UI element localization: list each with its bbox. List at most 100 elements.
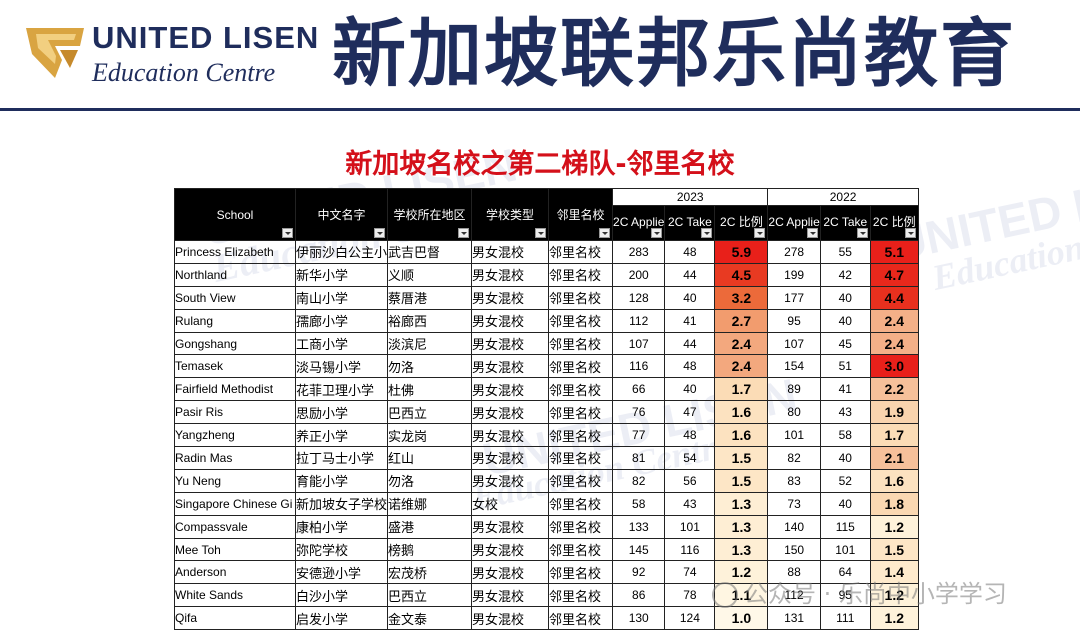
taken-2023-cell: 124 <box>664 606 716 631</box>
region-cell: 杜佛 <box>387 377 473 402</box>
applied-2023-cell: 112 <box>612 308 666 333</box>
ratio-2022-cell: 1.5 <box>869 537 919 562</box>
region-cell: 勿洛 <box>387 354 473 379</box>
school-cell: Mee Toh <box>174 537 296 562</box>
ratio-2023-cell: 4.5 <box>714 262 769 287</box>
ratio-2022-cell: 1.8 <box>869 491 919 516</box>
school-cell: Pasir Ris <box>174 400 296 425</box>
wechat-icon <box>712 582 738 608</box>
school-cell: Compassvale <box>174 514 296 539</box>
table-row: Northland 新华小学 义顺 男女混校 邻里名校 200 44 4.5 199 42 4.7 <box>174 262 919 287</box>
region-cell: 勿洛 <box>387 468 473 493</box>
ratio-2023-cell: 1.0 <box>714 606 769 631</box>
taken-2022-cell: 115 <box>819 514 871 539</box>
ratio-2022-cell: 5.1 <box>869 240 919 264</box>
taken-2023-cell: 48 <box>664 423 716 448</box>
filter-dropdown-icon[interactable] <box>754 228 766 238</box>
bottom-watermark: 公众号 · 乐尚中小学学习 <box>712 574 1007 609</box>
type-cell: 男女混校 <box>471 583 550 608</box>
filter-dropdown-icon[interactable] <box>458 228 470 238</box>
taken-2022-cell: 51 <box>819 354 871 379</box>
ratio-2023-cell: 1.2 <box>714 560 769 585</box>
ratio-2023-cell: 1.3 <box>714 491 769 516</box>
taken-2023-cell: 78 <box>664 583 716 608</box>
category-cell: 邻里名校 <box>548 491 614 516</box>
taken-2023-cell: 48 <box>664 240 716 264</box>
logo: UNITED LISEN Education Centre <box>22 14 318 94</box>
cn-name-cell: 育能小学 <box>294 468 389 493</box>
watermark-subtitle: Education Centre <box>928 204 1080 298</box>
region-cell: 盛港 <box>387 514 473 539</box>
schools-table: School 中文名字 学校所在地区 学校类型 邻里名校 2023 2022 2… <box>174 188 919 631</box>
table-row: Fairfield Methodist 花菲卫理小学 杜佛 男女混校 邻里名校 66 40 1… <box>174 377 919 402</box>
applied-2023-cell: 81 <box>612 446 666 470</box>
taken-2023-cell: 44 <box>664 262 716 287</box>
category-cell: 邻里名校 <box>548 285 614 310</box>
applied-2023-cell: 200 <box>612 262 666 287</box>
applied-2022-cell: 140 <box>767 514 821 539</box>
table-row: Pasir Ris 思励小学 巴西立 男女混校 邻里名校 76 47 1.6 80 43 1.9 <box>174 400 919 425</box>
ratio-2022-cell: 1.2 <box>869 514 919 539</box>
filter-dropdown-icon[interactable] <box>374 228 386 238</box>
header-divider <box>0 108 1080 111</box>
cn-name-cell: 弥陀学校 <box>294 537 389 562</box>
taken-2022-cell: 40 <box>819 491 871 516</box>
cn-name-cell: 启发小学 <box>294 606 389 631</box>
filter-dropdown-icon[interactable] <box>651 228 663 238</box>
taken-2022-cell: 45 <box>819 331 871 356</box>
table-row: Singapore Chinese Gi 新加坡女子学校 诺维娜 女校 邻里名校 58 43… <box>174 491 919 516</box>
applied-2022-cell: 107 <box>767 331 821 356</box>
header-ratio-2023: 2C 比例 <box>714 205 769 241</box>
school-cell: Rulang <box>174 308 296 333</box>
region-cell: 巴西立 <box>387 400 473 425</box>
applied-2022-cell: 177 <box>767 285 821 310</box>
applied-2023-cell: 58 <box>612 491 666 516</box>
category-cell: 邻里名校 <box>548 423 614 448</box>
filter-dropdown-icon[interactable] <box>282 228 293 238</box>
type-cell: 男女混校 <box>471 468 550 493</box>
ratio-2022-cell: 1.6 <box>869 468 919 493</box>
applied-2022-cell: 154 <box>767 354 821 379</box>
region-cell: 巴西立 <box>387 583 473 608</box>
applied-2023-cell: 130 <box>612 606 666 631</box>
shield-logo-icon <box>26 28 84 78</box>
type-cell: 男女混校 <box>471 514 550 539</box>
table-row: Radin Mas 拉丁马士小学 红山 男女混校 邻里名校 81 54 1.5 82 40 2.1 <box>174 446 919 470</box>
cn-name-cell: 康柏小学 <box>294 514 389 539</box>
table-row: Rulang 孺廊小学 裕廊西 男女混校 邻里名校 112 41 2.7 95 40 2.4 <box>174 308 919 333</box>
cn-name-cell: 安德逊小学 <box>294 560 389 585</box>
taken-2022-cell: 58 <box>819 423 871 448</box>
applied-2023-cell: 145 <box>612 537 666 562</box>
school-cell: Anderson <box>174 560 296 585</box>
taken-2023-cell: 40 <box>664 285 716 310</box>
region-cell: 武吉巴督 <box>387 240 473 264</box>
ratio-2022-cell: 1.7 <box>869 423 919 448</box>
ratio-2022-cell: 1.9 <box>869 400 919 425</box>
region-cell: 实龙岗 <box>387 423 473 448</box>
applied-2022-cell: 82 <box>767 446 821 470</box>
filter-dropdown-icon[interactable] <box>806 228 818 238</box>
applied-2023-cell: 128 <box>612 285 666 310</box>
ratio-2022-cell: 4.7 <box>869 262 919 287</box>
filter-dropdown-icon[interactable] <box>599 228 611 238</box>
taken-2022-cell: 55 <box>819 240 871 264</box>
school-cell: Qifa <box>174 606 296 631</box>
taken-2023-cell: 56 <box>664 468 716 493</box>
ratio-2023-cell: 2.7 <box>714 308 769 333</box>
category-cell: 邻里名校 <box>548 377 614 402</box>
category-cell: 邻里名校 <box>548 560 614 585</box>
category-cell: 邻里名校 <box>548 468 614 493</box>
ratio-2022-cell: 2.4 <box>869 308 919 333</box>
filter-dropdown-icon[interactable] <box>904 228 916 238</box>
filter-dropdown-icon[interactable] <box>701 228 713 238</box>
ratio-2023-cell: 1.6 <box>714 423 769 448</box>
type-cell: 男女混校 <box>471 331 550 356</box>
taken-2023-cell: 47 <box>664 400 716 425</box>
filter-dropdown-icon[interactable] <box>535 228 547 238</box>
filter-dropdown-icon[interactable] <box>856 228 868 238</box>
taken-2022-cell: 111 <box>819 606 871 631</box>
type-cell: 男女混校 <box>471 400 550 425</box>
ratio-2022-cell: 3.0 <box>869 354 919 379</box>
applied-2022-cell: 83 <box>767 468 821 493</box>
category-cell: 邻里名校 <box>548 308 614 333</box>
